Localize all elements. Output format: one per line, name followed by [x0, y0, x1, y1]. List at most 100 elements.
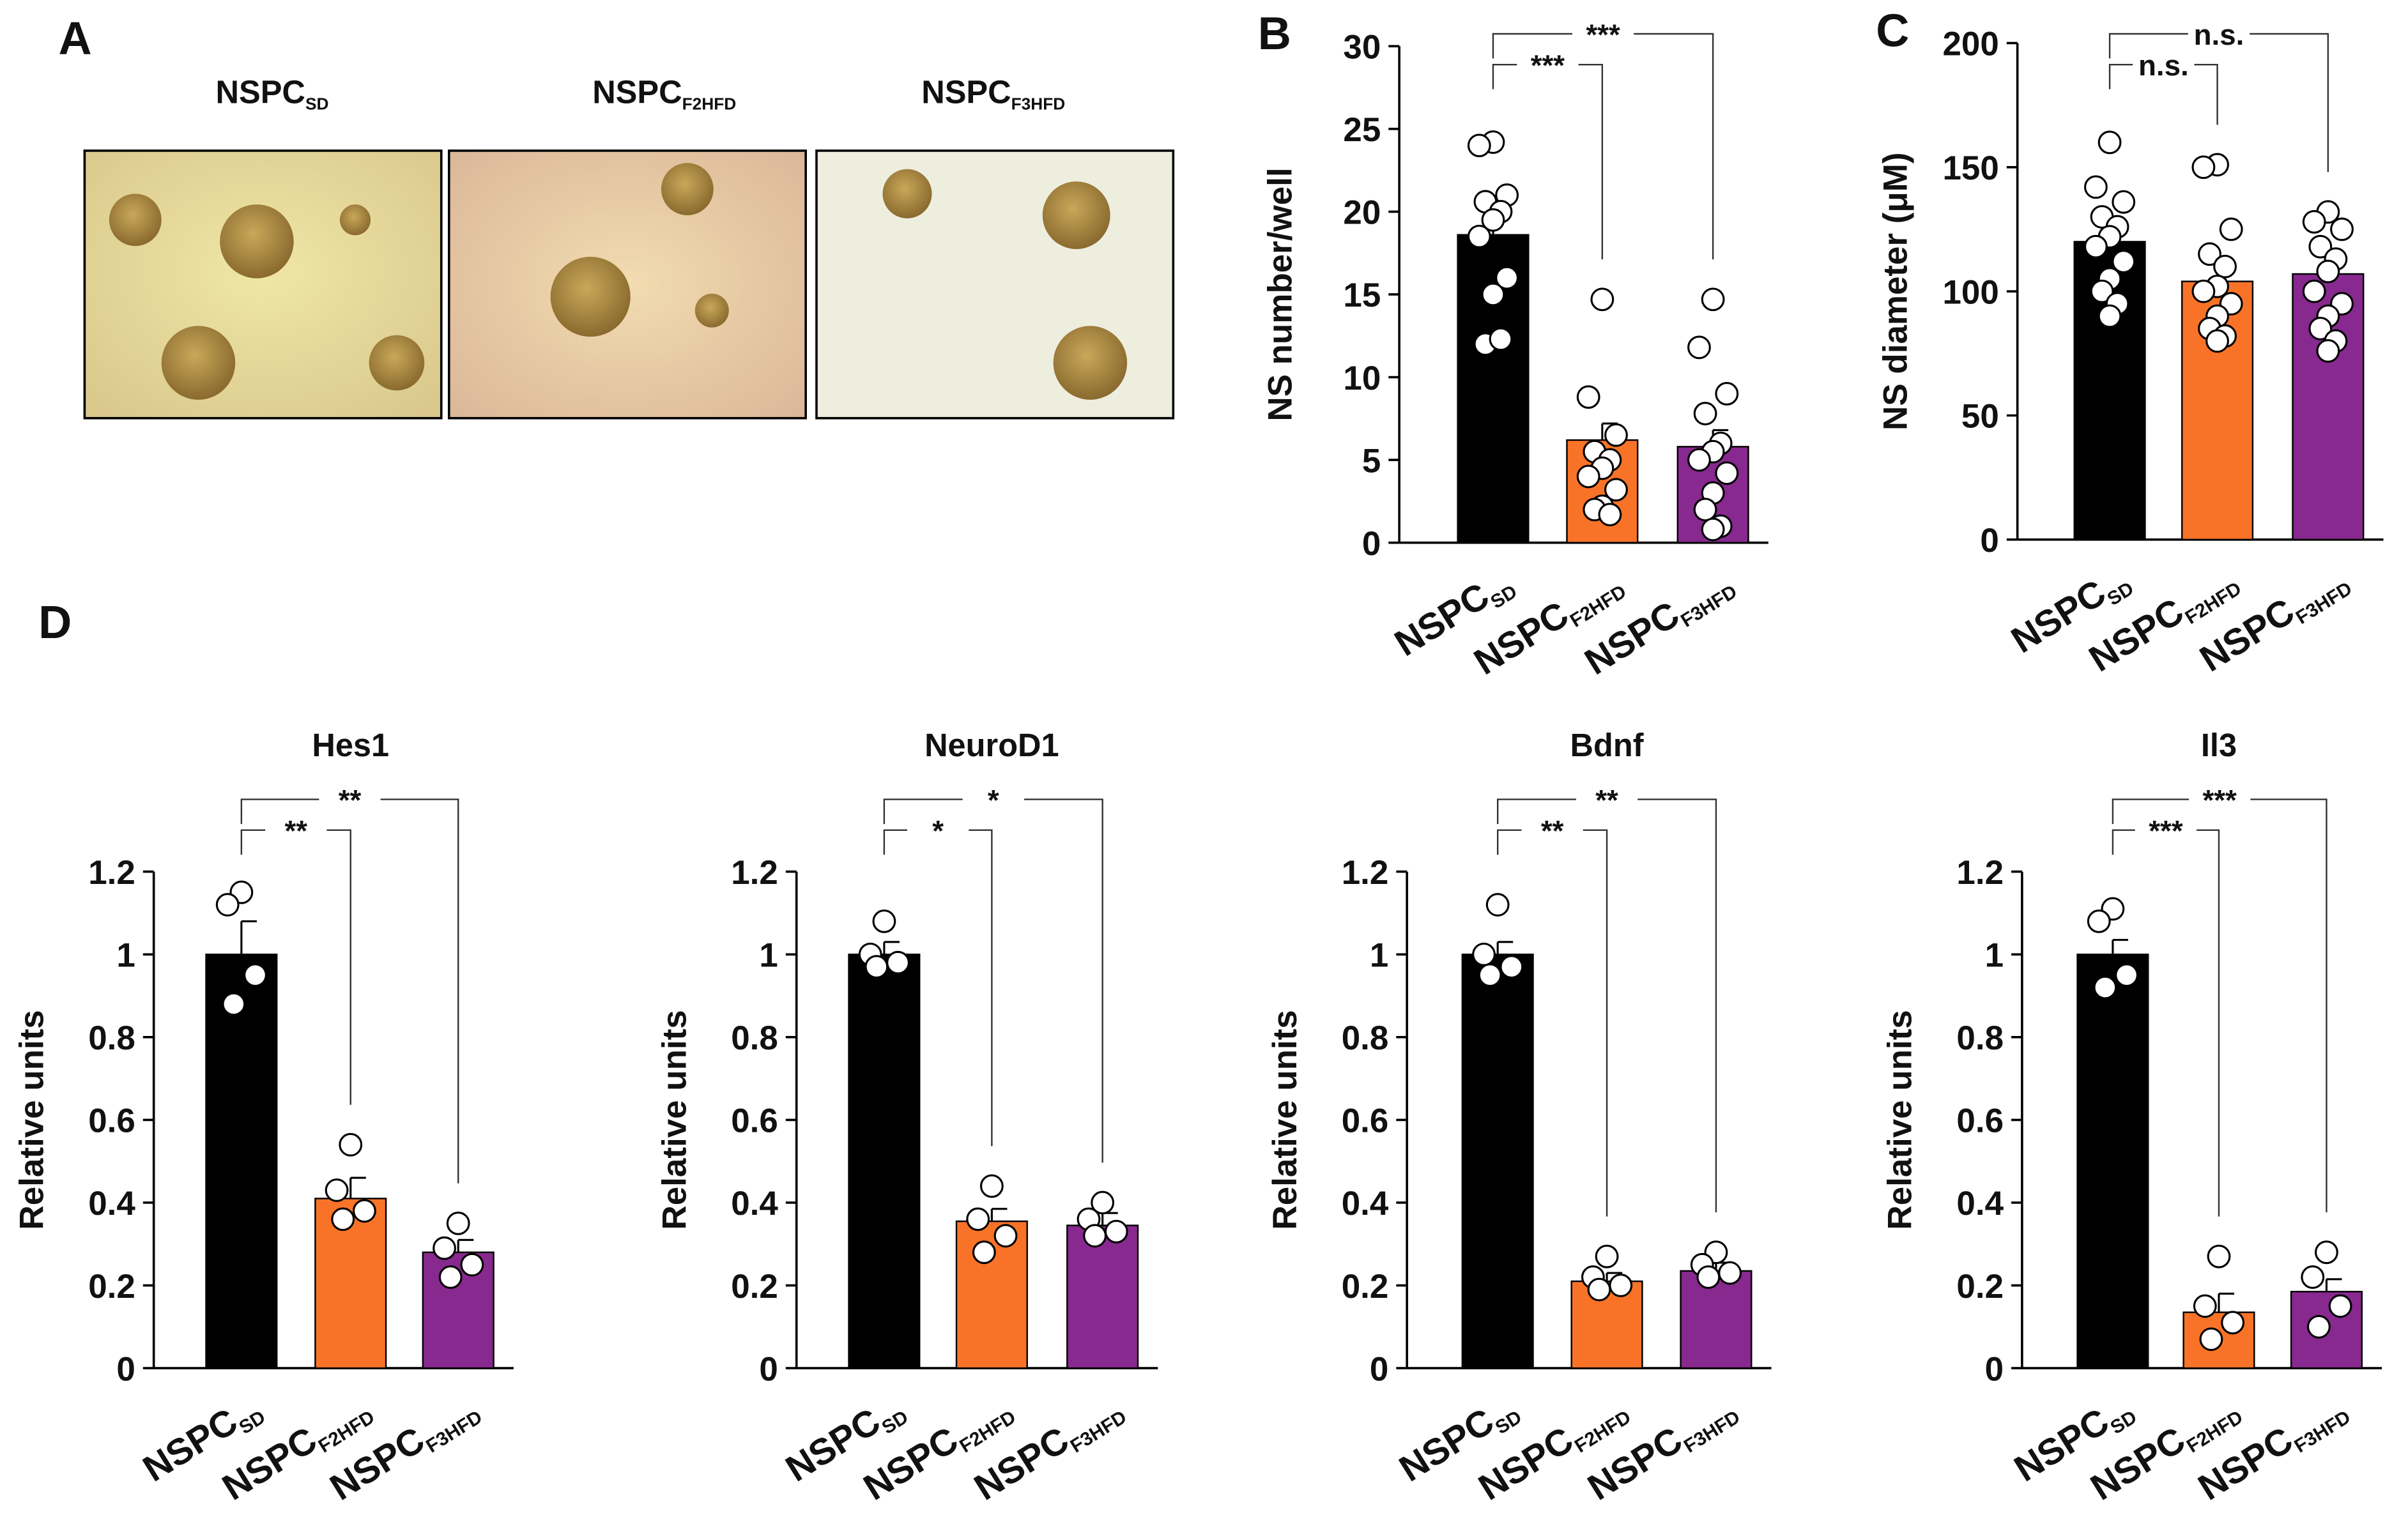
data-point [886, 950, 910, 975]
y-tick-label: 0 [1362, 525, 1381, 563]
data-point [2112, 190, 2136, 214]
y-tick-label: 0.8 [1342, 1019, 1389, 1057]
y-tick-label: 0 [1985, 1350, 2004, 1388]
label-main: NSPC [921, 73, 1011, 110]
data-point [1472, 942, 1496, 966]
category-label: NSPCF3HFD [2193, 558, 2356, 683]
data-point [1701, 287, 1725, 312]
data-point [1687, 448, 1711, 472]
significance-bg [1576, 787, 1638, 812]
data-point [2316, 339, 2340, 363]
y-axis-label: Relative units [656, 1010, 693, 1230]
label-subscript: F3HFD [1011, 94, 1066, 113]
data-point [1481, 208, 1505, 232]
y-tick-label: 1 [116, 937, 135, 975]
category-label: NSPCSD [216, 73, 329, 113]
data-point [2207, 1244, 2231, 1268]
category-label: NSPCF3HFD [967, 1387, 1130, 1511]
y-tick-label: 0 [759, 1350, 778, 1388]
significance-bg [2133, 52, 2195, 77]
significance-bg [907, 818, 969, 842]
data-point [1587, 1277, 1611, 1302]
category-label: NSPCF2HFD [592, 73, 736, 113]
data-point [1595, 1244, 1619, 1268]
label-subscript: F3HFD [1677, 581, 1741, 632]
data-point [222, 992, 246, 1016]
y-tick-label: 1 [759, 937, 778, 975]
y-tick-label: 0.2 [88, 1268, 135, 1306]
data-point [979, 1174, 1004, 1198]
y-tick-label: 1 [1985, 937, 2004, 975]
error-bar [349, 1176, 366, 1199]
y-tick-label: 0.4 [1342, 1185, 1389, 1222]
error-bar [2218, 1292, 2235, 1313]
data-point [2306, 1314, 2331, 1339]
significance-bg [265, 818, 327, 842]
chart-title: Il3 [2201, 727, 2237, 763]
y-tick-label: 200 [1942, 26, 1998, 63]
significance-bg [319, 787, 381, 812]
data-point [2097, 130, 2122, 155]
y-tick-label: 1.2 [731, 854, 778, 892]
data-point [864, 955, 889, 979]
label-subscript: F3HFD [2290, 1406, 2354, 1457]
panel-label: C [1876, 5, 1909, 56]
data-point [1604, 423, 1628, 447]
significance-bg [2188, 21, 2250, 47]
y-tick-label: 0.6 [88, 1102, 135, 1140]
y-tick-label: 0.2 [731, 1268, 778, 1306]
category-label: NSPCF3HFD [2191, 1387, 2354, 1511]
y-axis-label: Relative units [13, 1010, 50, 1230]
data-point [446, 1211, 470, 1235]
y-tick-label: 1 [1370, 937, 1388, 975]
data-point [2193, 1294, 2217, 1318]
bar [955, 1220, 1028, 1369]
data-point [325, 1178, 349, 1202]
significance-bg [2189, 787, 2251, 812]
data-point [1485, 893, 1510, 917]
y-tick-label: 100 [1942, 273, 1998, 311]
y-tick-label: 1.2 [1342, 854, 1389, 892]
data-point [2213, 254, 2237, 278]
data-point [1718, 1261, 1742, 1285]
data-point [1576, 385, 1600, 409]
data-point [2115, 963, 2138, 987]
error-bar [2112, 939, 2128, 955]
y-tick-label: 50 [1961, 398, 1999, 436]
data-point [1604, 478, 1628, 502]
bar [1680, 1270, 1752, 1369]
chart-title: Bdnf [1570, 727, 1644, 763]
data-point [2090, 279, 2114, 303]
significance-label: *** [2149, 815, 2183, 848]
label-subscript: SD [305, 94, 328, 113]
micrograph [83, 149, 1175, 420]
data-point [2191, 155, 2216, 179]
data-point [1701, 517, 1725, 542]
data-point [331, 1207, 355, 1231]
bar [2292, 273, 2365, 541]
data-point [2328, 1294, 2352, 1318]
chart-title: NeuroD1 [924, 727, 1059, 763]
data-point [2093, 975, 2117, 1000]
significance-label: *** [1586, 19, 1620, 51]
data-point [1083, 1224, 1107, 1248]
significance-label: * [932, 815, 944, 848]
y-tick-label: 0.6 [1342, 1102, 1389, 1140]
y-tick-label: 0.2 [1342, 1268, 1389, 1306]
data-point [1489, 327, 1513, 351]
label-subscript: F3HFD [2292, 578, 2356, 628]
significance-bg [1517, 52, 1579, 77]
chart-title: Hes1 [312, 727, 389, 763]
y-tick-label: 0.4 [1956, 1185, 2004, 1222]
data-point [2308, 234, 2333, 259]
panel-label: A [58, 13, 91, 64]
data-point [1478, 963, 1502, 987]
bar [205, 954, 278, 1369]
significance-label: ** [285, 815, 308, 848]
error-bar [883, 941, 900, 955]
data-point [2301, 1265, 2325, 1289]
significance-label: *** [2202, 784, 2237, 816]
error-bar [457, 1238, 474, 1252]
data-point [1590, 287, 1614, 312]
